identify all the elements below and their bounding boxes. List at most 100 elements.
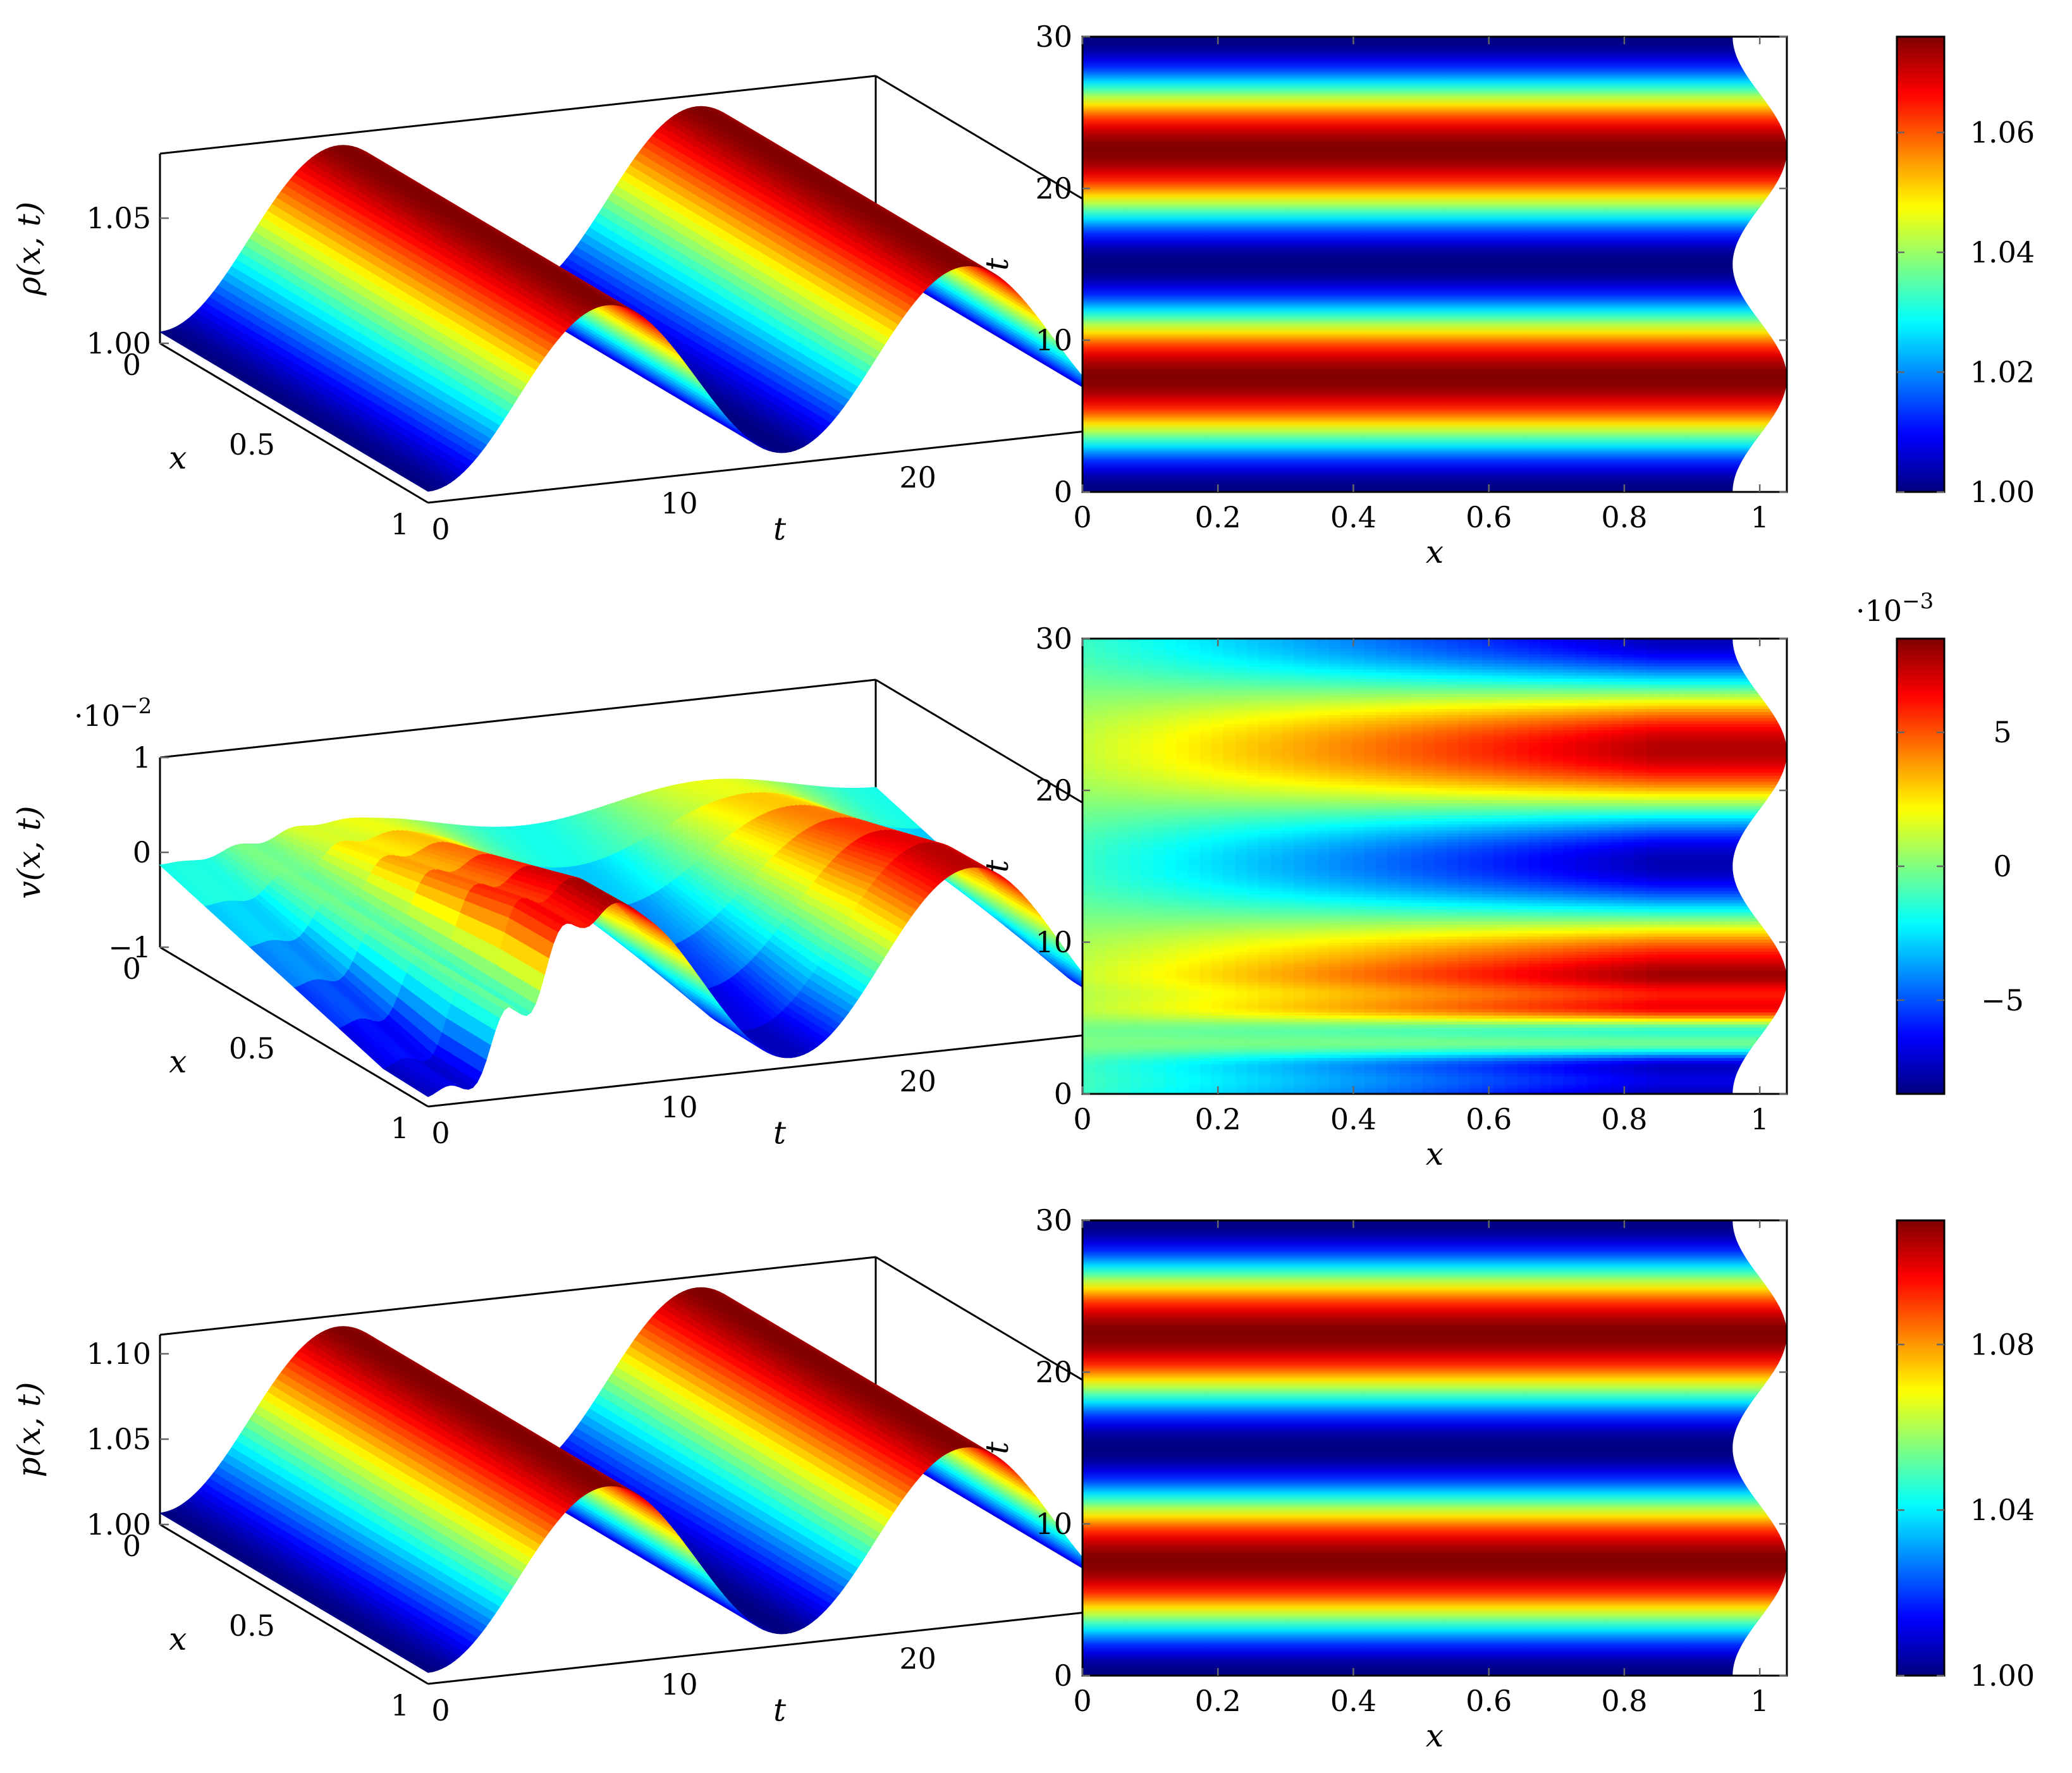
colorbar-tick-label: 1.00 [1970, 475, 2035, 509]
x-tick-label: 0.4 [1330, 1102, 1376, 1136]
x-tick-label: 0.2 [1195, 1102, 1241, 1136]
x-tick-label: 1 [1751, 1102, 1769, 1136]
z-tick-label: 1.00 [87, 1507, 151, 1542]
t-axis-line [427, 1028, 1144, 1108]
x-axis-label: x [1426, 1136, 1444, 1172]
z-tick-label: 1.10 [87, 1337, 151, 1371]
x-tick-label: 0.2 [1195, 500, 1241, 534]
surface-mesh [159, 778, 1144, 1097]
x-tick-label: 0.8 [1601, 1102, 1647, 1136]
box-edge [159, 1256, 876, 1336]
t-tick-label: 0 [431, 1693, 450, 1727]
x-axis-line [159, 946, 429, 1108]
x-tick-label: 0.2 [1195, 1684, 1241, 1718]
z-tick-label: 1.00 [87, 326, 151, 360]
y-tick-label: 20 [1035, 1355, 1072, 1389]
y-axis-label: t [979, 859, 1015, 873]
y-tick-label: 20 [1035, 171, 1072, 206]
x-tick-label: 1 [1751, 500, 1769, 534]
z-tick-label: 1 [133, 740, 151, 775]
x-axis-line [159, 342, 429, 504]
y-tick-label: 0 [1054, 475, 1072, 509]
t-axis-line [427, 424, 1144, 504]
x-tick-label: 0.5 [229, 427, 275, 462]
x-tick-label: 0.6 [1466, 1102, 1512, 1136]
t-tick-label: 0 [431, 1116, 450, 1150]
heatmap-image [1082, 37, 1787, 492]
x-tick-label: 0 [1073, 1102, 1091, 1136]
colorbar-tick-label: 1.02 [1970, 355, 2035, 390]
z-tick-label: −1 [108, 930, 151, 964]
colorbar-tick-label: 1.08 [1970, 1327, 2035, 1361]
y-tick-label: 10 [1035, 323, 1072, 357]
y-tick-label: 30 [1035, 20, 1072, 54]
t-axis-label: t [773, 511, 787, 548]
x-tick-label: 0.4 [1330, 500, 1376, 534]
colorbar-multiplier: ·10−3 [1856, 589, 1934, 628]
t-axis-label: t [773, 1115, 787, 1151]
z-tick-label: 0 [133, 835, 151, 869]
box-edge [159, 678, 876, 759]
surface-mesh [159, 106, 1145, 492]
colorbar-frame [1896, 35, 1946, 493]
x-tick-label: 0.8 [1601, 500, 1647, 534]
heatmap-frame [1081, 35, 1788, 493]
y-tick-label: 10 [1035, 925, 1072, 959]
x-tick-label: 0 [1073, 1684, 1091, 1718]
colorbar-tick-label: 1.04 [1970, 235, 2035, 269]
x-tick-label: 0 [123, 952, 141, 986]
y-axis-label: t [979, 1441, 1015, 1454]
x-tick-label: 0 [123, 1529, 141, 1563]
colorbar-tick-label: 1.04 [1970, 1493, 2035, 1527]
x-tick-label: 0.8 [1601, 1684, 1647, 1718]
z-tick-label: 1.05 [87, 201, 151, 235]
x-axis-label: x [169, 1043, 187, 1080]
y-axis-label: t [979, 257, 1015, 271]
z-axis-label: v(x, t) [11, 806, 47, 899]
x-tick-label: 1 [391, 1688, 409, 1722]
x-axis-line [159, 1523, 429, 1685]
heatmap-image [1082, 1220, 1787, 1676]
colorbar [1897, 37, 1944, 492]
t-tick-label: 20 [899, 1064, 936, 1098]
t-tick-label: 10 [661, 1667, 698, 1702]
colorbar-tick-label: 0 [1993, 849, 2011, 883]
z-axis-label: p(x, t) [11, 1382, 47, 1477]
t-tick-label: 20 [899, 460, 936, 494]
x-tick-label: 0.5 [229, 1031, 275, 1065]
x-axis-label: x [169, 1621, 187, 1657]
box-edge [159, 75, 876, 155]
x-axis-label: x [1426, 534, 1444, 570]
t-tick-label: 20 [899, 1641, 936, 1676]
t-axis-line [427, 1605, 1144, 1685]
colorbar [1897, 639, 1944, 1094]
y-tick-label: 20 [1035, 773, 1072, 807]
y-tick-label: 0 [1054, 1659, 1072, 1693]
x-tick-label: 0.5 [229, 1609, 275, 1643]
t-tick-label: 10 [661, 486, 698, 520]
heatmap-frame [1081, 1219, 1788, 1677]
x-tick-label: 1 [1751, 1684, 1769, 1718]
colorbar-tick-label: 1.06 [1970, 116, 2035, 150]
heatmap-frame [1081, 637, 1788, 1095]
z-axis-label: ρ(x, t) [11, 202, 47, 297]
y-tick-label: 30 [1035, 622, 1072, 656]
z-multiplier: ·10−2 [74, 694, 152, 733]
y-tick-label: 10 [1035, 1507, 1072, 1541]
colorbar-tick-label: 5 [1993, 715, 2011, 749]
x-axis-label: x [1426, 1717, 1444, 1754]
y-tick-label: 0 [1054, 1077, 1072, 1111]
x-tick-label: 0.6 [1466, 500, 1512, 534]
x-tick-label: 0.6 [1466, 1684, 1512, 1718]
x-tick-label: 1 [391, 1111, 409, 1145]
surface-mesh [159, 1287, 1145, 1673]
colorbar-frame [1896, 1219, 1946, 1677]
heatmap-image [1082, 639, 1787, 1094]
z-tick-label: 1.05 [87, 1422, 151, 1456]
y-tick-label: 30 [1035, 1203, 1072, 1237]
